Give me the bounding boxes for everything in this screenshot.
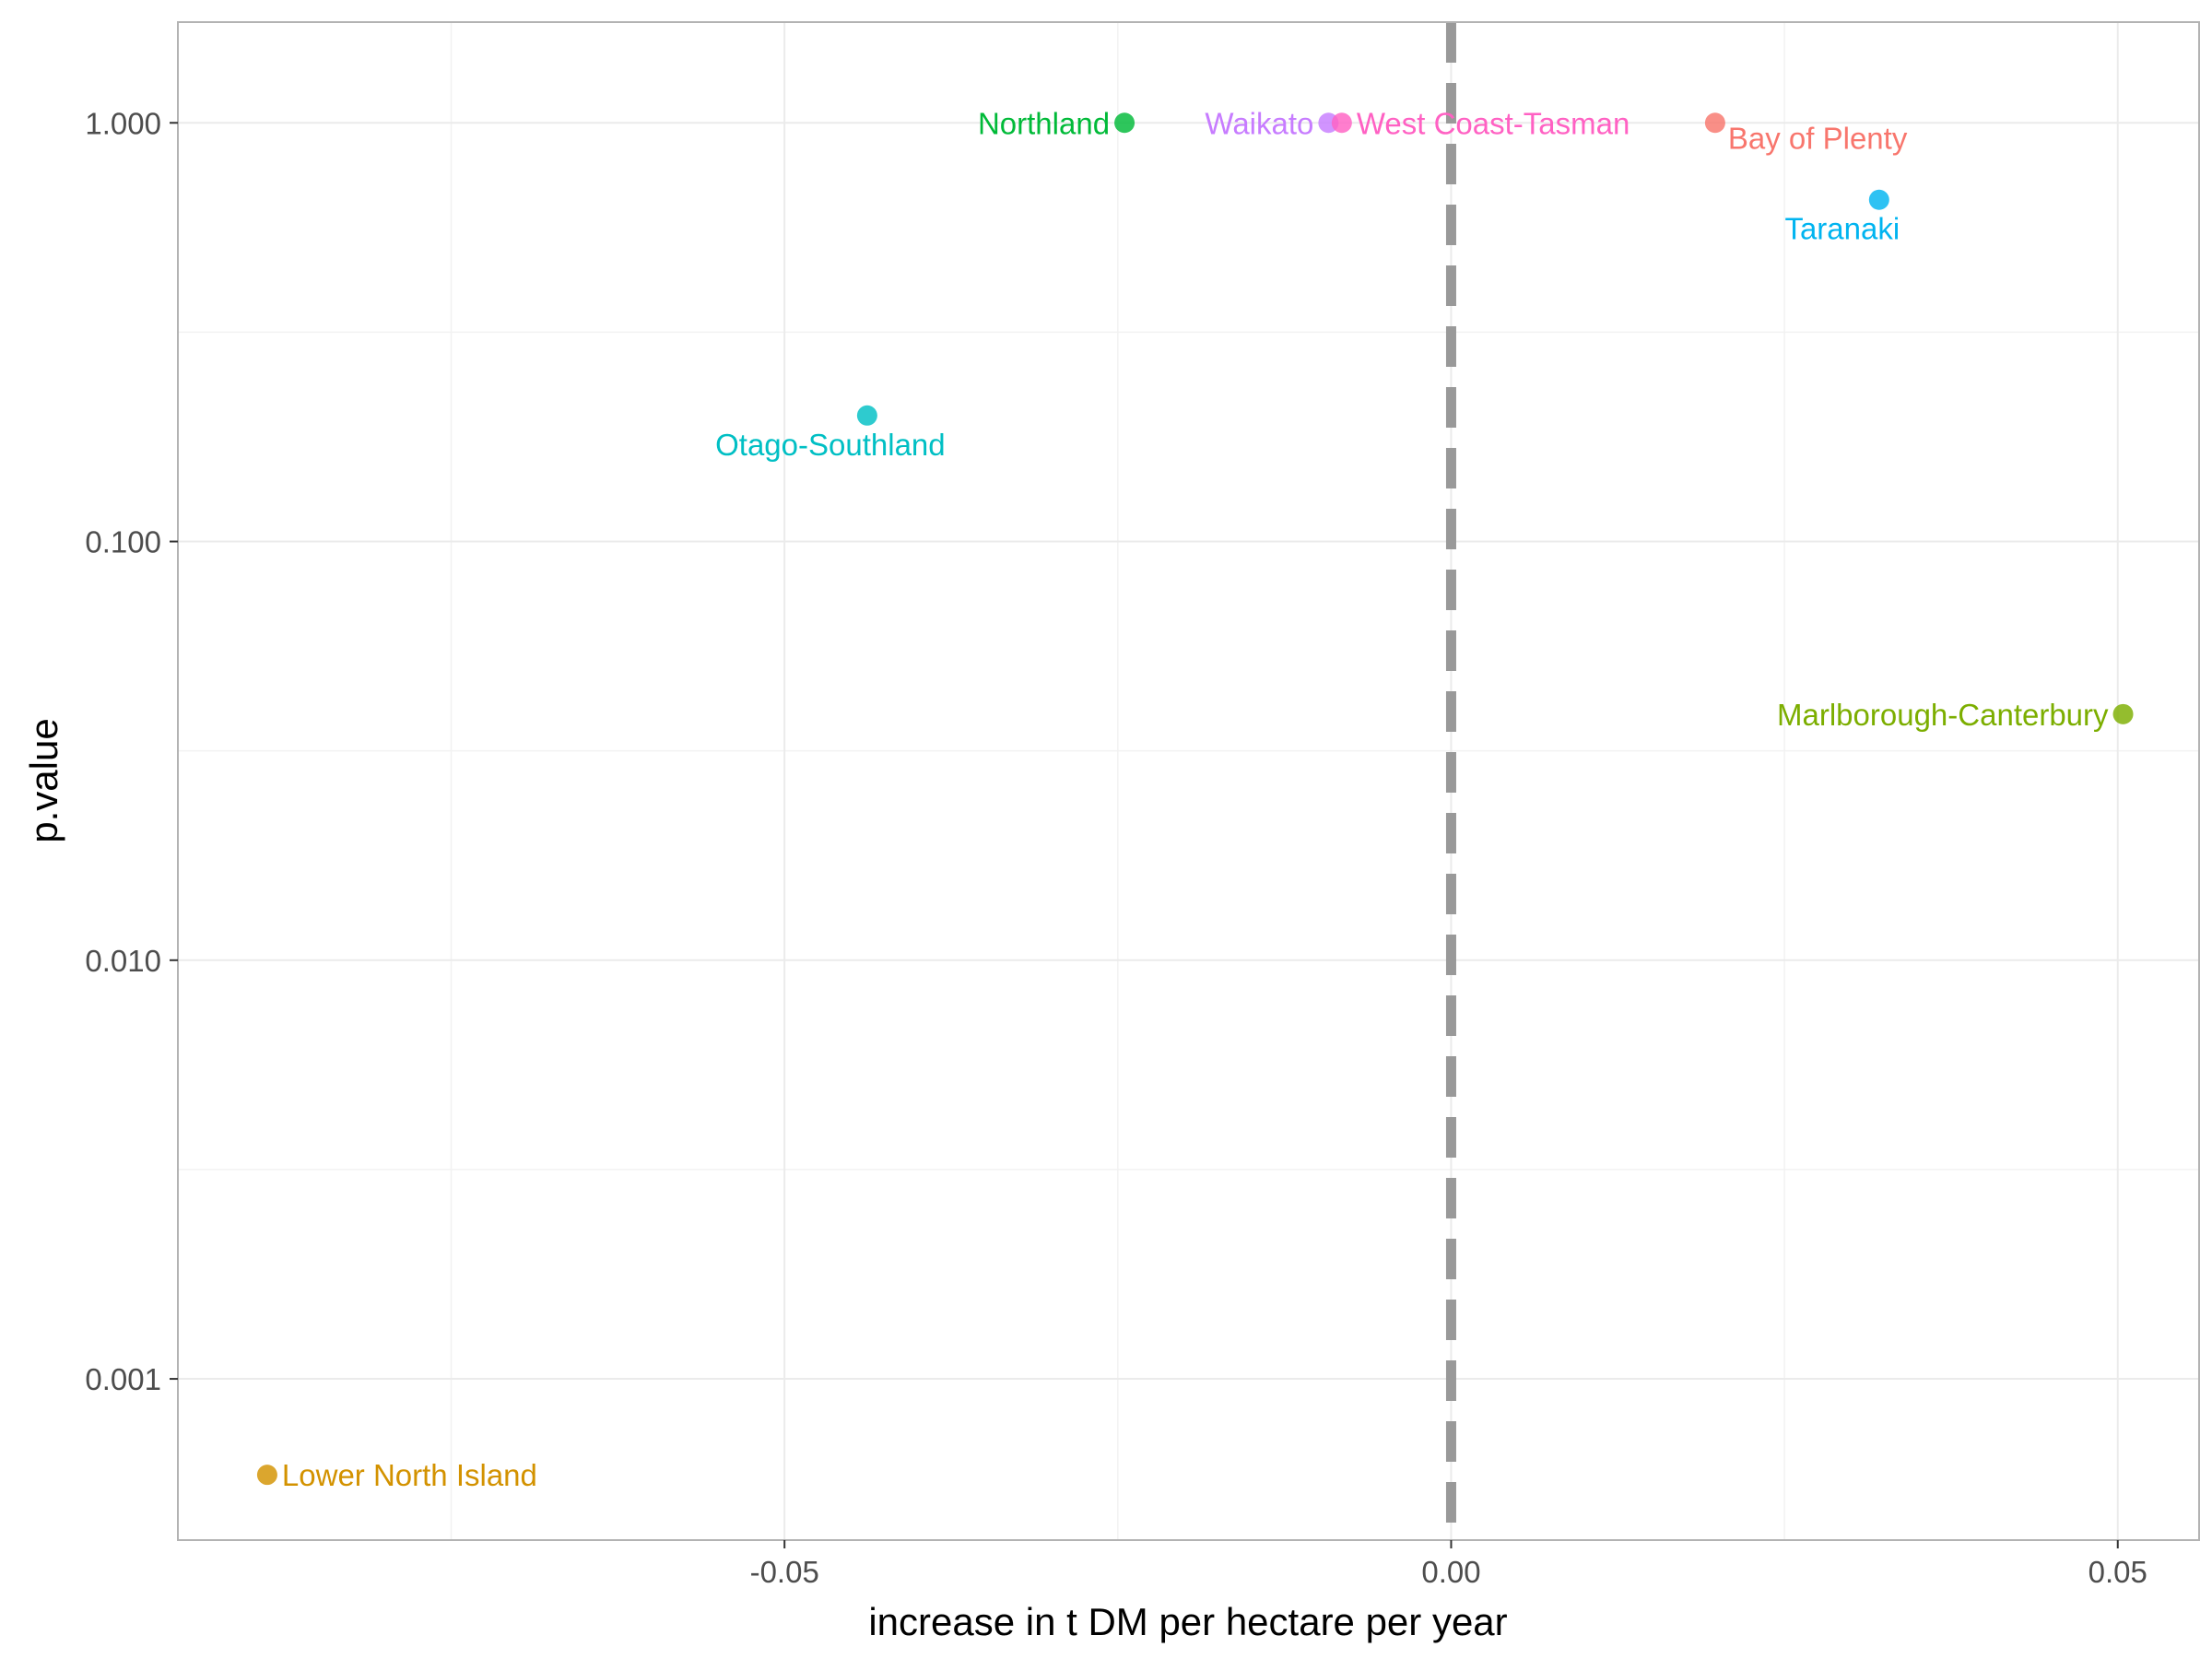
point-label-west-coast-tasman: West Coast-Tasman <box>1357 106 1630 140</box>
y-axis-title: p.value <box>22 718 65 842</box>
y-tick-label: 1.000 <box>85 106 161 140</box>
y-axis-ticks: 0.001 0.010 0.100 1.000 <box>85 106 178 1396</box>
point-label-otago-southland: Otago-Southland <box>715 428 946 462</box>
point-label-northland: Northland <box>978 106 1110 140</box>
y-tick-label: 0.010 <box>85 944 161 978</box>
y-tick-label: 0.001 <box>85 1362 161 1396</box>
point-label-marlborough-canterbury: Marlborough-Canterbury <box>1777 698 2109 732</box>
point-otago-southland <box>856 405 877 426</box>
point-label-lower-north-island: Lower North Island <box>282 1458 537 1492</box>
x-tick-label: 0.00 <box>1421 1555 1480 1589</box>
minor-gridlines <box>178 22 2199 1540</box>
x-axis-ticks: -0.05 0.00 0.05 <box>750 1540 2147 1589</box>
x-axis-title: increase in t DM per hectare per year <box>868 1600 1507 1643</box>
plot-background <box>178 22 2199 1540</box>
point-taranaki <box>1868 189 1889 210</box>
x-tick-label: 0.05 <box>2088 1555 2147 1589</box>
point-bay-of-plenty <box>1704 112 1725 134</box>
x-tick-label: -0.05 <box>750 1555 819 1589</box>
point-west-coast-tasman <box>1331 112 1352 134</box>
point-label-taranaki: Taranaki <box>1784 212 1900 246</box>
point-lower-north-island <box>256 1465 277 1486</box>
major-gridlines <box>178 22 2199 1540</box>
point-marlborough-canterbury <box>2112 703 2134 724</box>
point-label-waikato: Waikato <box>1205 106 1313 140</box>
y-tick-label: 0.100 <box>85 525 161 559</box>
point-label-bay-of-plenty: Bay of Plenty <box>1728 121 1908 155</box>
point-northland <box>1114 112 1135 134</box>
data-points: Bay of Plenty Lower North Island Marlborou… <box>256 106 2134 1492</box>
plot-border <box>177 21 2200 1541</box>
